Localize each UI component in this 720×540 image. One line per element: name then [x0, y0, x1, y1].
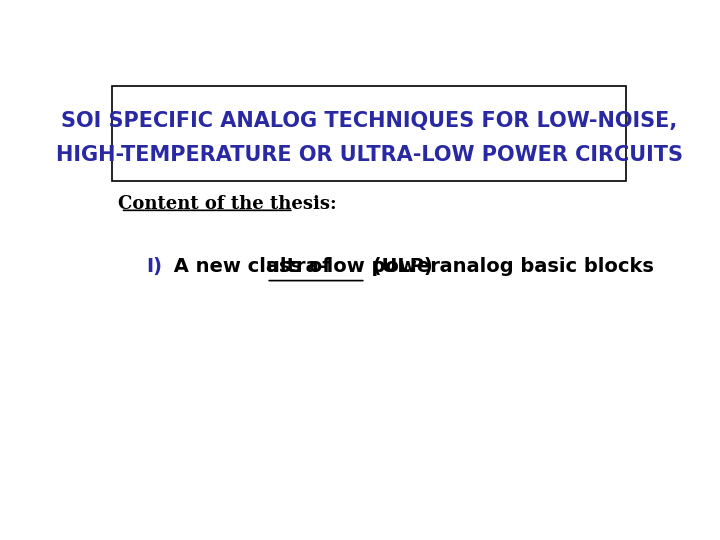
FancyBboxPatch shape — [112, 85, 626, 181]
Text: (ULP) analog basic blocks: (ULP) analog basic blocks — [366, 257, 654, 276]
Text: A new class of: A new class of — [167, 257, 338, 276]
Text: ultra-low power: ultra-low power — [266, 257, 440, 276]
Text: HIGH-TEMPERATURE OR ULTRA-LOW POWER CIRCUITS: HIGH-TEMPERATURE OR ULTRA-LOW POWER CIRC… — [55, 145, 683, 165]
Text: SOI SPECIFIC ANALOG TECHNIQUES FOR LOW-NOISE,: SOI SPECIFIC ANALOG TECHNIQUES FOR LOW-N… — [61, 111, 677, 131]
Text: Content of the thesis:: Content of the thesis: — [118, 195, 336, 213]
Text: I): I) — [145, 257, 162, 276]
